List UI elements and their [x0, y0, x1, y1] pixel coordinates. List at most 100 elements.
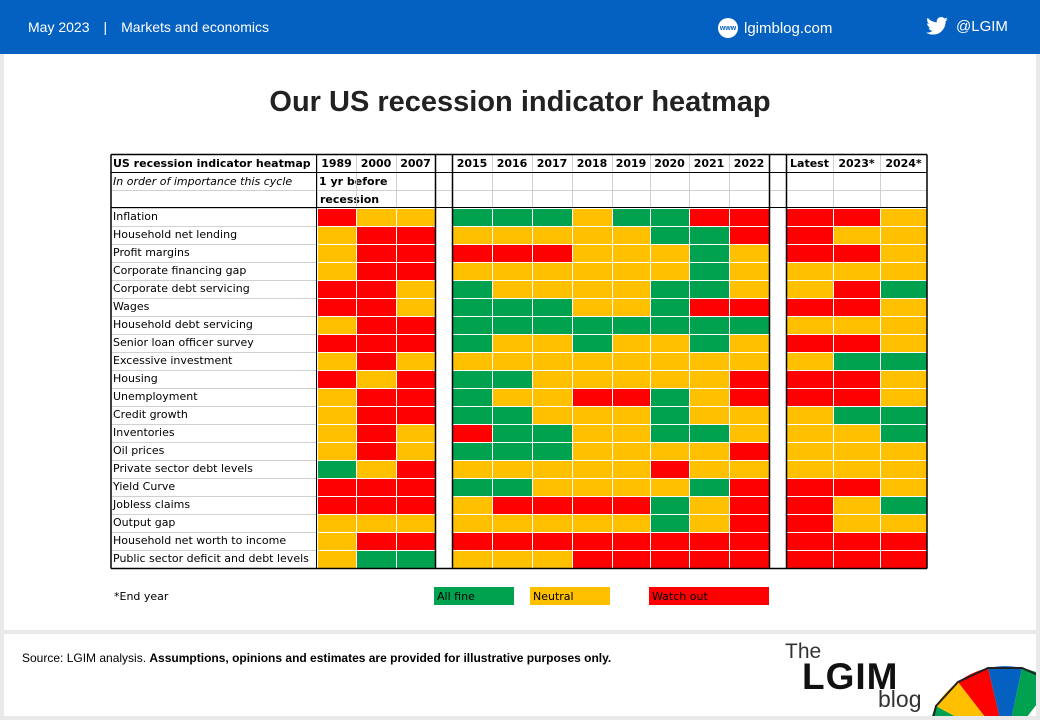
heatmap-cell [729, 460, 769, 478]
heatmap-cell [833, 388, 880, 406]
heatmap-cell [612, 370, 650, 388]
heatmap-cell [356, 226, 396, 244]
heatmap-cell [880, 550, 927, 568]
heatmap-cell [452, 532, 492, 550]
heatmap-cell [880, 262, 927, 280]
row-label: Oil prices [113, 444, 165, 457]
heatmap-cell [572, 226, 612, 244]
heatmap-cell [452, 514, 492, 532]
heatmap-cell [396, 442, 435, 460]
heatmap-cell [452, 316, 492, 334]
heatmap-cell [317, 226, 356, 244]
row-label: Housing [113, 372, 158, 385]
heatmap-cell [833, 478, 880, 496]
heatmap-cell [612, 244, 650, 262]
row-label: Wages [113, 300, 150, 313]
year-header: 2018 [576, 157, 608, 170]
heatmap-cell [729, 478, 769, 496]
heatmap-cell [833, 352, 880, 370]
heatmap-cell [880, 370, 927, 388]
heatmap-cell [650, 370, 689, 388]
heatmap-cell [689, 388, 729, 406]
legend-label: Neutral [533, 590, 574, 603]
heatmap-cell [612, 424, 650, 442]
heatmap-cell [786, 262, 833, 280]
year-header: 2021 [693, 157, 725, 170]
heatmap-cell [572, 280, 612, 298]
heatmap-cell [572, 388, 612, 406]
heatmap-cell [452, 388, 492, 406]
heatmap-cell [356, 244, 396, 262]
twitter-handle: @LGIM [956, 17, 1008, 35]
heatmap-cell [356, 406, 396, 424]
top-banner: May 2023 | Markets and economics www lgimb… [0, 0, 1040, 54]
heatmap-cell [612, 298, 650, 316]
heatmap-cell [317, 514, 356, 532]
heatmap-cell [356, 424, 396, 442]
heatmap-cell [356, 514, 396, 532]
heatmap-cell [729, 442, 769, 460]
heatmap-cell [356, 334, 396, 352]
heatmap-cell [612, 550, 650, 568]
logo-the: The [785, 640, 822, 663]
heatmap-cell [833, 280, 880, 298]
heatmap-cell [452, 460, 492, 478]
heatmap-cell [396, 334, 435, 352]
section-link[interactable]: Markets and economics [121, 19, 269, 35]
heatmap-cell [317, 352, 356, 370]
website-link[interactable]: www lgimblog.com [718, 18, 832, 38]
heatmap-cell [650, 406, 689, 424]
heatmap-cell [650, 352, 689, 370]
heatmap-cell [786, 298, 833, 316]
heatmap-cell [833, 496, 880, 514]
heatmap-cell [396, 370, 435, 388]
heatmap-cell [729, 550, 769, 568]
heatmap-cell [492, 208, 532, 226]
heatmap-cell [396, 226, 435, 244]
heatmap-cell [729, 370, 769, 388]
heatmap-cell [689, 316, 729, 334]
heatmap-cell [880, 442, 927, 460]
heatmap-cell [492, 478, 532, 496]
heatmap-cell [492, 298, 532, 316]
heatmap-cell [833, 442, 880, 460]
heatmap-cell [833, 460, 880, 478]
year-header: 2024* [885, 157, 922, 170]
row-label: Excessive investment [113, 354, 233, 367]
heatmap-cell [532, 514, 572, 532]
heatmap-cell [689, 370, 729, 388]
heatmap-cell [650, 478, 689, 496]
heatmap-cell [452, 478, 492, 496]
heatmap-cell [729, 424, 769, 442]
legend-label: All fine [437, 590, 475, 603]
heatmap-cell [492, 262, 532, 280]
row-label: Senior loan officer survey [113, 336, 254, 349]
heatmap-cell [833, 262, 880, 280]
heatmap-cell [650, 442, 689, 460]
heatmap-cell [786, 208, 833, 226]
heatmap-cell [612, 496, 650, 514]
heatmap-cell [532, 370, 572, 388]
heatmap-cell [356, 478, 396, 496]
heatmap-cell [729, 496, 769, 514]
year-header: 2020 [654, 157, 685, 170]
heatmap-cell [689, 478, 729, 496]
row-label: Household debt servicing [113, 318, 253, 331]
heatmap-cell [880, 460, 927, 478]
heatmap-cell [612, 262, 650, 280]
heatmap-cell [396, 262, 435, 280]
logo-lgim: LGIM [802, 656, 899, 697]
heatmap-cell [396, 532, 435, 550]
heatmap-cell [572, 316, 612, 334]
heatmap-cell [396, 514, 435, 532]
logo-blog: blog [878, 686, 922, 712]
twitter-link[interactable]: @LGIM [926, 17, 1008, 35]
row-label: Profit margins [113, 246, 190, 259]
heatmap-cell [317, 478, 356, 496]
heatmap-cell [650, 514, 689, 532]
year-header: 2022 [733, 157, 765, 170]
heatmap-cell [492, 280, 532, 298]
heatmap-cell [396, 424, 435, 442]
heatmap-cell [786, 334, 833, 352]
heatmap-cell [650, 298, 689, 316]
